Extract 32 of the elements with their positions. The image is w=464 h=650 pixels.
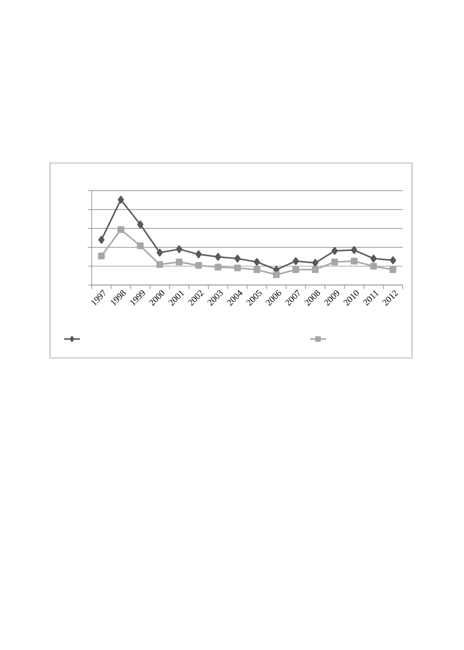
point [312, 266, 319, 273]
point [254, 258, 260, 266]
point [331, 258, 338, 266]
point [137, 220, 144, 228]
point [176, 258, 183, 266]
point [156, 261, 164, 268]
point [292, 266, 300, 273]
point [292, 257, 299, 266]
point [390, 256, 396, 264]
point [98, 252, 105, 260]
point [195, 250, 202, 258]
point [254, 266, 260, 273]
point [176, 245, 182, 254]
x-tick-label: 2011 [363, 290, 379, 306]
point [312, 258, 318, 267]
point [118, 226, 124, 233]
point [370, 262, 377, 270]
point [136, 242, 144, 250]
point [350, 258, 358, 264]
point [350, 246, 358, 254]
point [156, 248, 163, 257]
point [234, 264, 241, 272]
point [390, 266, 396, 273]
point [214, 264, 222, 270]
point [234, 254, 241, 263]
point [214, 252, 222, 261]
point [332, 246, 338, 255]
point [195, 262, 202, 269]
point [98, 236, 105, 244]
point [370, 254, 377, 263]
point [118, 196, 124, 204]
point [273, 271, 280, 278]
